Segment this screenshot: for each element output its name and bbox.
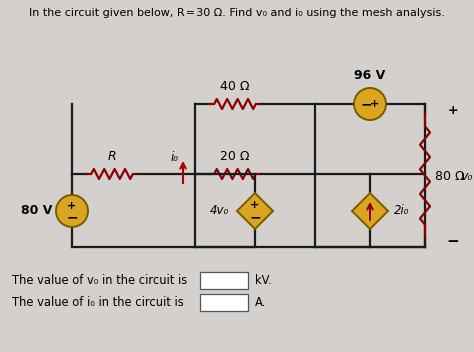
Text: The value of v₀ in the circuit is: The value of v₀ in the circuit is bbox=[12, 274, 187, 287]
Text: In the circuit given below, R = 30 Ω. Find v₀ and i₀ using the mesh analysis.: In the circuit given below, R = 30 Ω. Fi… bbox=[29, 8, 445, 18]
Text: +: + bbox=[370, 99, 380, 109]
Text: A.: A. bbox=[255, 295, 266, 308]
Polygon shape bbox=[237, 193, 273, 229]
Text: 20 Ω: 20 Ω bbox=[220, 150, 250, 163]
Text: 80 Ω: 80 Ω bbox=[435, 170, 465, 182]
Circle shape bbox=[56, 195, 88, 227]
Text: +: + bbox=[67, 201, 77, 211]
FancyBboxPatch shape bbox=[200, 272, 248, 289]
FancyBboxPatch shape bbox=[200, 294, 248, 311]
Text: 80 V: 80 V bbox=[21, 205, 52, 218]
Text: −: − bbox=[249, 210, 261, 224]
Text: R: R bbox=[108, 150, 116, 163]
Text: +: + bbox=[447, 103, 458, 117]
Text: −: − bbox=[66, 210, 78, 224]
Text: 96 V: 96 V bbox=[355, 69, 386, 82]
Text: v₀: v₀ bbox=[460, 170, 473, 182]
Text: 2i₀: 2i₀ bbox=[394, 205, 410, 218]
Text: 40 Ω: 40 Ω bbox=[220, 80, 250, 93]
Text: +: + bbox=[250, 200, 260, 210]
Text: The value of i₀ in the circuit is: The value of i₀ in the circuit is bbox=[12, 295, 184, 308]
Text: −: − bbox=[447, 233, 459, 249]
Text: kV.: kV. bbox=[255, 274, 272, 287]
Text: i₀: i₀ bbox=[171, 151, 179, 164]
Text: 4v₀: 4v₀ bbox=[210, 205, 229, 218]
Text: −: − bbox=[360, 97, 372, 111]
Polygon shape bbox=[352, 193, 388, 229]
Circle shape bbox=[354, 88, 386, 120]
